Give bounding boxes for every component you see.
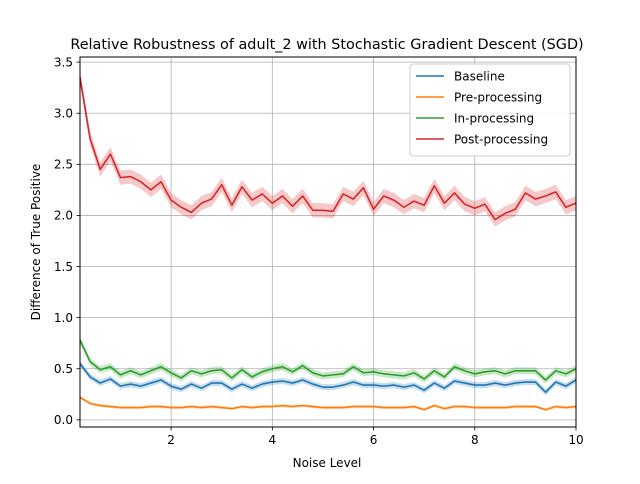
legend-label-post-processing: Post-processing <box>454 132 548 146</box>
y-tick-label: 3.0 <box>54 107 73 121</box>
chart-title: Relative Robustness of adult_2 with Stoc… <box>70 37 583 53</box>
y-tick-label: 0.5 <box>54 362 73 376</box>
y-axis-ticks: 0.0 0.5 1.0 1.5 2.0 2.5 3.0 3.5 <box>54 55 80 427</box>
x-tick-label: 8 <box>471 433 479 447</box>
legend-label-in-processing: In-processing <box>454 111 534 125</box>
in-processing-band <box>80 336 576 384</box>
y-tick-label: 1.0 <box>54 311 73 325</box>
post-processing-line <box>79 77 577 221</box>
y-tick-label: 0.0 <box>54 413 73 427</box>
y-tick-label: 2.0 <box>54 209 73 223</box>
x-axis-label: Noise Level <box>293 456 362 470</box>
legend: Baseline Pre-processing In-processing Post-… <box>409 63 571 157</box>
plot-frame <box>79 56 577 428</box>
legend-label-baseline: Baseline <box>454 69 505 83</box>
legend-box <box>409 63 571 157</box>
legend-label-pre-processing: Pre-processing <box>454 90 542 104</box>
y-tick-label: 3.5 <box>54 55 73 69</box>
y-tick-label: 2.5 <box>54 158 73 172</box>
y-tick-label: 1.5 <box>54 260 73 274</box>
x-tick-label: 6 <box>370 433 378 447</box>
grid <box>80 57 577 427</box>
pre-processing-line <box>79 396 577 411</box>
x-axis-ticks: 2 4 6 8 10 <box>167 427 584 447</box>
x-tick-label: 2 <box>167 433 175 447</box>
baseline-line <box>79 363 577 394</box>
in-processing-line <box>79 339 577 381</box>
x-tick-label: 4 <box>269 433 277 447</box>
x-tick-label: 10 <box>568 433 583 447</box>
series-lines <box>79 77 577 411</box>
y-axis-label: Difference of True Positive <box>29 164 43 321</box>
